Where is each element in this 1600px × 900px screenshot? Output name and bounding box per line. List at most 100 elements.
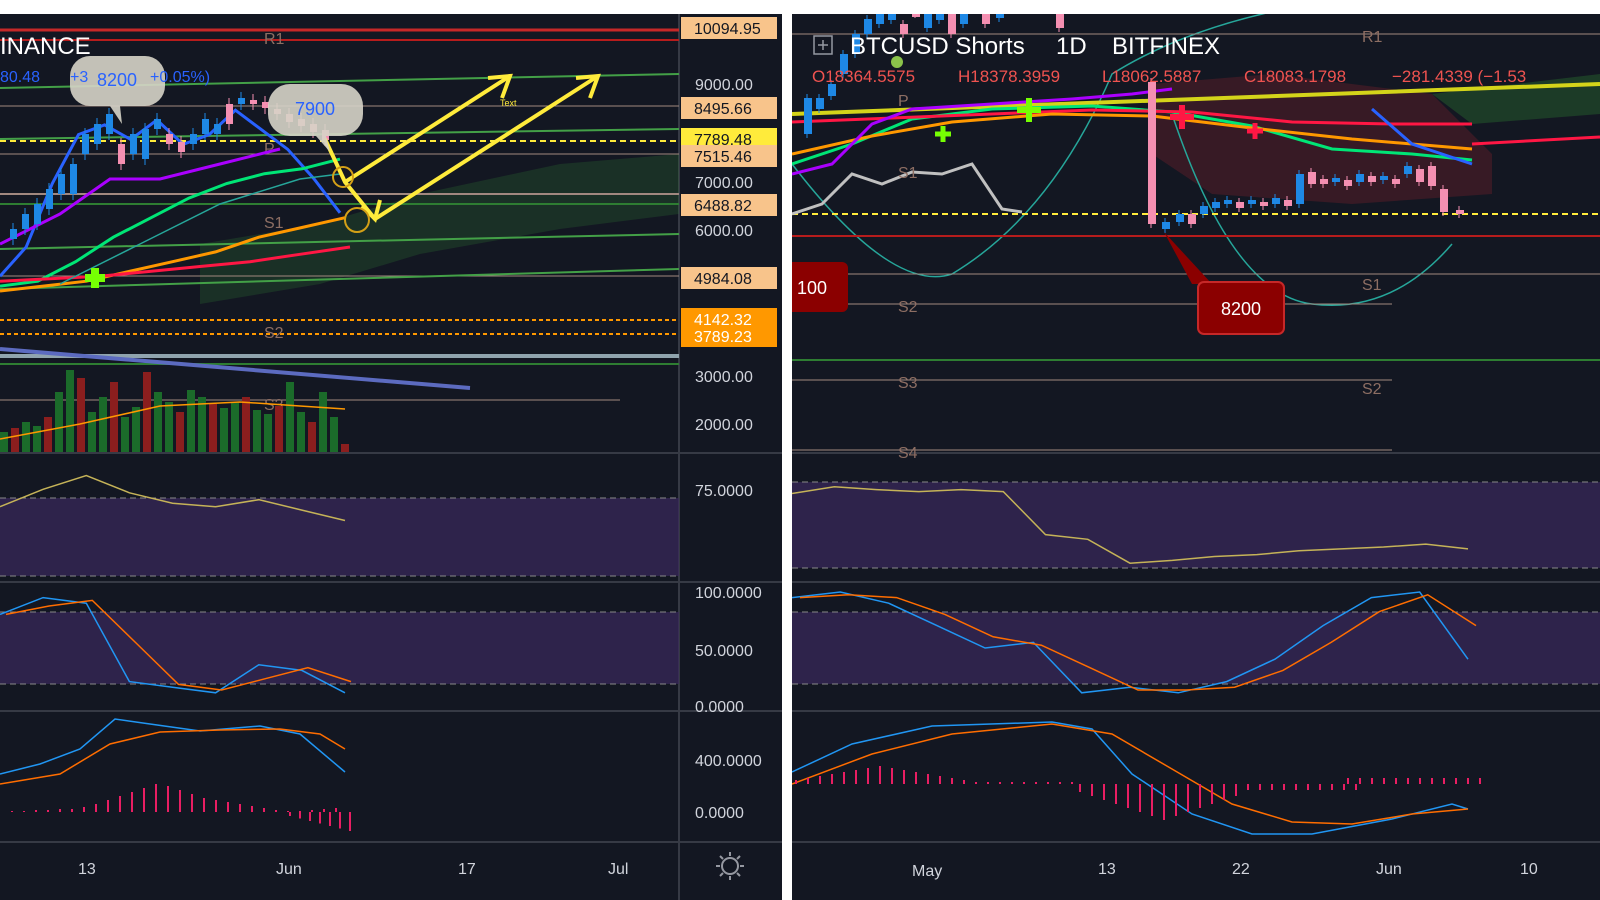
candle (238, 98, 245, 104)
bollinger-band (59, 173, 341, 285)
right-pivot-p: P (898, 93, 909, 110)
price-tag-current-text: 7789.48 (694, 132, 752, 149)
right-candle (996, 14, 1004, 18)
right-chart[interactable]: R1 P S1 S2 S3 S1 S2 S4 100 8200 BTCUSD S… (792, 14, 1600, 900)
right-candle (852, 34, 860, 54)
stoch-k-line (0, 596, 346, 694)
callout-7900-label: 7900 (295, 99, 335, 119)
right-pivot-s1: S1 (898, 165, 918, 182)
projection-arrows (323, 73, 601, 223)
right-candle (1272, 198, 1280, 204)
axis-tick-6000: 6000.00 (695, 223, 753, 240)
stoch-d-line (5, 599, 352, 691)
candle (190, 134, 197, 144)
candle (142, 129, 149, 159)
price-tag-4142-text: 4142.32 (694, 312, 752, 329)
right-candle (1380, 176, 1388, 180)
right-candle (888, 14, 896, 20)
right-candle (924, 14, 932, 28)
macd-signal-line (0, 728, 346, 785)
axis-tick-9000: 9000.00 (695, 77, 753, 94)
price-tag-6488: 6488.82 (681, 194, 777, 216)
callout-100: 100 (792, 262, 848, 312)
right-pivot-s1-b: S1 (1362, 277, 1382, 294)
stoch-tick-50: 50.0000 (695, 643, 753, 660)
axis-tick-7000: 7000.00 (695, 175, 753, 192)
right-candle (1368, 176, 1376, 182)
price-tag-4142: 4142.32 (681, 308, 777, 330)
candle (70, 164, 77, 194)
price-series-2 (0, 216, 346, 293)
left-change: +3 (70, 69, 88, 86)
candle (106, 114, 113, 134)
right-candle (1332, 178, 1340, 182)
right-time-jun: Jun (1376, 861, 1402, 878)
volume-bar (88, 412, 96, 452)
volume-bar (11, 428, 19, 452)
right-candle (936, 14, 944, 20)
volume-bar (297, 412, 305, 452)
right-candle (1200, 206, 1208, 214)
price-tag-7515: 7515.46 (681, 145, 777, 167)
right-interval: 1D (1056, 33, 1087, 60)
pivot-label-r1: R1 (264, 31, 285, 48)
volume-bar (253, 410, 261, 452)
left-exchange-label: INANCE (0, 33, 91, 60)
collapse-icon[interactable] (813, 35, 833, 55)
candle (202, 119, 209, 134)
candle (178, 142, 185, 152)
ohlc-change: −281.4339 (−1.53 (1392, 67, 1526, 86)
candle (214, 124, 221, 134)
settings-icon[interactable] (716, 852, 744, 880)
right-candle (1392, 179, 1400, 184)
price-tag-10094-text: 10094.95 (694, 21, 761, 38)
right-candle (1308, 172, 1316, 184)
price-tag-7515-text: 7515.46 (694, 149, 752, 166)
right-candle (1260, 202, 1268, 206)
right-time-may: May (912, 863, 942, 880)
volume-bar (275, 406, 283, 452)
price-tag-3789-text: 3789.23 (694, 329, 752, 346)
left-chart[interactable]: R1 P S1 S2 S3 Text 8200 (0, 14, 782, 900)
right-candle (864, 19, 872, 34)
candle (82, 134, 89, 154)
right-candle (960, 14, 968, 24)
candle (250, 100, 257, 104)
time-label-jun: Jun (276, 861, 302, 878)
candle (118, 144, 125, 164)
callout-8200-right: 8200 (1164, 232, 1285, 335)
ohlc-high: H18378.3959 (958, 67, 1060, 86)
right-chart-panel[interactable]: R1 P S1 S2 S3 S1 S2 S4 100 8200 BTCUSD S… (792, 14, 1600, 900)
candle (10, 229, 17, 239)
price-series-3 (0, 245, 351, 283)
callout-8200-label: 8200 (97, 70, 137, 90)
axis-tick-3000: 3000.00 (695, 369, 753, 386)
volume-bar (176, 412, 184, 452)
volume-bar (132, 407, 140, 452)
candle (94, 124, 101, 144)
right-pivot-s4: S4 (898, 445, 918, 462)
volume-bar (154, 392, 162, 452)
right-candle (804, 98, 812, 134)
volume-bar (66, 370, 74, 452)
stoch-tick-0: 0.0000 (695, 699, 744, 716)
left-chart-panel[interactable]: R1 P S1 S2 S3 Text 8200 (0, 14, 782, 900)
time-label-jul: Jul (608, 861, 628, 878)
volume-bar (198, 397, 206, 452)
right-candle (1404, 166, 1412, 174)
right-candle (1440, 189, 1448, 212)
rsi-tick-75: 75.0000 (695, 483, 753, 500)
right-candle (1356, 174, 1364, 182)
rsi-line (0, 474, 346, 522)
annotation-text: Text (500, 98, 517, 108)
right-time-22: 22 (1232, 861, 1250, 878)
right-candle (840, 54, 848, 74)
ohlc-open: O18364.5575 (812, 67, 915, 86)
right-candle (1320, 179, 1328, 184)
right-candle (1344, 180, 1352, 186)
right-candle (1296, 174, 1304, 204)
ma-purple (0, 147, 281, 246)
volume-bar (231, 402, 239, 452)
right-pivot-r1: R1 (1362, 29, 1383, 46)
volume-bar (121, 417, 129, 452)
